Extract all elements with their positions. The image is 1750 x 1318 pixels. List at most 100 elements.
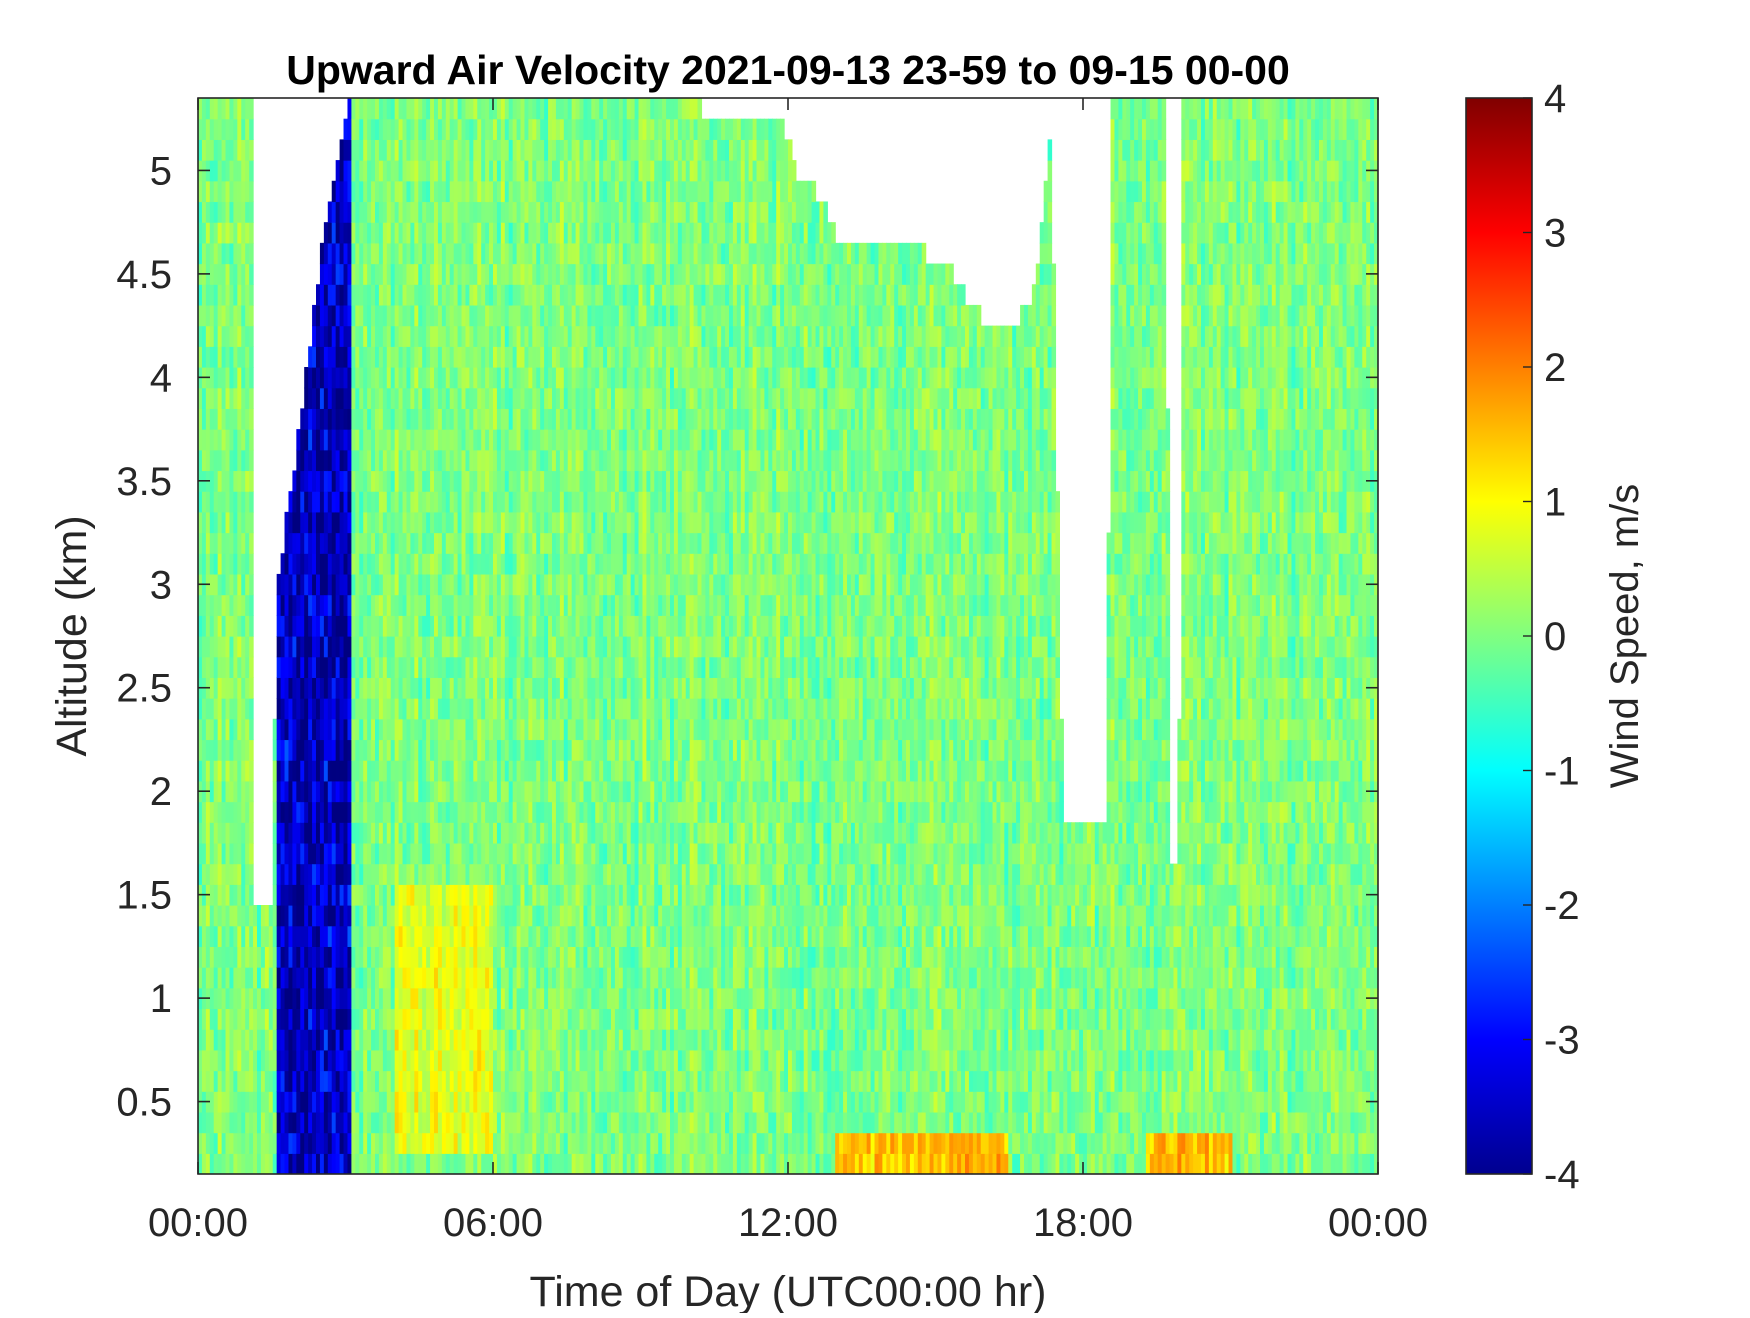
heatmap-cell [441, 677, 447, 699]
heatmap-cell [477, 636, 482, 658]
heatmap-cell [378, 760, 384, 782]
heatmap-cell [473, 263, 478, 285]
heatmap-cell [441, 1091, 447, 1113]
heatmap-cell [406, 491, 411, 513]
heatmap-cell [504, 1008, 510, 1030]
heatmap-cell [225, 573, 231, 596]
heatmap-cell [524, 180, 529, 203]
heatmap-cell [504, 863, 510, 885]
heatmap-cell [205, 946, 211, 968]
heatmap-cell [363, 884, 368, 906]
heatmap-cell [493, 201, 498, 223]
heatmap-cell [485, 139, 490, 161]
heatmap-cell [575, 718, 581, 741]
heatmap-cell [229, 429, 234, 451]
heatmap-cell [603, 470, 608, 492]
heatmap-cell [516, 180, 522, 203]
heatmap-cell [461, 946, 467, 968]
heatmap-cell [453, 1153, 459, 1174]
heatmap-cell [367, 615, 372, 637]
heatmap-cell [563, 367, 569, 389]
heatmap-cell [516, 242, 522, 265]
heatmap-cell [390, 1029, 396, 1051]
heatmap-cell [461, 636, 467, 658]
heatmap-cell [422, 408, 427, 430]
heatmap-cell [441, 656, 447, 678]
heatmap-cell [402, 532, 408, 554]
heatmap-cell [253, 1091, 258, 1113]
heatmap-cell [500, 408, 506, 430]
heatmap-cell [316, 863, 321, 885]
heatmap-cell [599, 780, 604, 803]
heatmap-cell [555, 1111, 561, 1134]
heatmap-cell [571, 615, 577, 637]
heatmap-cell [441, 1153, 447, 1174]
heatmap-cell [489, 304, 494, 327]
heatmap-cell [473, 677, 478, 699]
heatmap-cell [225, 677, 231, 699]
heatmap-cell [355, 449, 360, 472]
heatmap-cell [339, 470, 345, 492]
heatmap-cell [371, 636, 376, 658]
heatmap-cell [296, 863, 301, 885]
heatmap-cell [469, 532, 474, 554]
heatmap-cell [595, 470, 600, 492]
heatmap-cell [418, 1153, 423, 1174]
heatmap-cell [335, 677, 341, 699]
heatmap-cell [477, 1008, 482, 1030]
heatmap-cell [500, 532, 506, 554]
heatmap-cell [316, 760, 321, 782]
heatmap-cell [205, 222, 211, 244]
heatmap-cell [434, 491, 439, 513]
heatmap-cell [414, 946, 419, 968]
heatmap-cell [304, 636, 309, 658]
heatmap-cell [441, 718, 447, 741]
heatmap-cell [496, 139, 502, 161]
heatmap-cell [489, 967, 494, 989]
heatmap-cell [280, 1029, 286, 1051]
heatmap-cell [316, 367, 321, 389]
heatmap-cell [540, 925, 545, 947]
heatmap-cell [418, 656, 423, 678]
heatmap-cell [371, 1153, 376, 1174]
heatmap-cell [548, 636, 553, 658]
heatmap-cell [563, 387, 569, 409]
heatmap-cell [489, 449, 494, 472]
heatmap-cell [595, 118, 600, 140]
heatmap-cell [587, 822, 592, 844]
heatmap-cell [323, 304, 329, 327]
heatmap-cell [390, 429, 396, 451]
heatmap-cell [221, 1132, 227, 1154]
heatmap-cell [477, 967, 482, 989]
heatmap-cell [390, 573, 396, 596]
heatmap-cell [213, 718, 219, 741]
heatmap-cell [477, 429, 482, 451]
heatmap-cell [504, 822, 510, 844]
heatmap-cell [532, 387, 537, 409]
heatmap-cell [241, 346, 246, 368]
heatmap-cell [308, 532, 313, 554]
heatmap-cell [504, 553, 510, 575]
heatmap-cell [304, 905, 309, 927]
heatmap-cell [260, 1091, 266, 1113]
heatmap-cell [575, 1132, 581, 1154]
heatmap-cell [331, 760, 337, 782]
heatmap-cell [284, 532, 290, 554]
heatmap-cell [394, 925, 400, 947]
heatmap-cell [544, 553, 549, 575]
heatmap-cell [426, 698, 431, 720]
heatmap-cell [363, 201, 368, 223]
heatmap-cell [548, 1070, 553, 1092]
heatmap-cell [390, 718, 396, 741]
heatmap-cell [579, 718, 585, 741]
heatmap-cell [390, 822, 396, 844]
heatmap-cell [473, 180, 478, 203]
heatmap-cell [378, 1008, 384, 1030]
heatmap-cell [504, 739, 510, 761]
heatmap-cell [319, 863, 325, 885]
heatmap-cell [567, 801, 573, 823]
heatmap-cell [437, 263, 443, 285]
heatmap-cell [347, 925, 352, 947]
heatmap-cell [323, 367, 329, 389]
heatmap-cell [583, 1091, 588, 1113]
